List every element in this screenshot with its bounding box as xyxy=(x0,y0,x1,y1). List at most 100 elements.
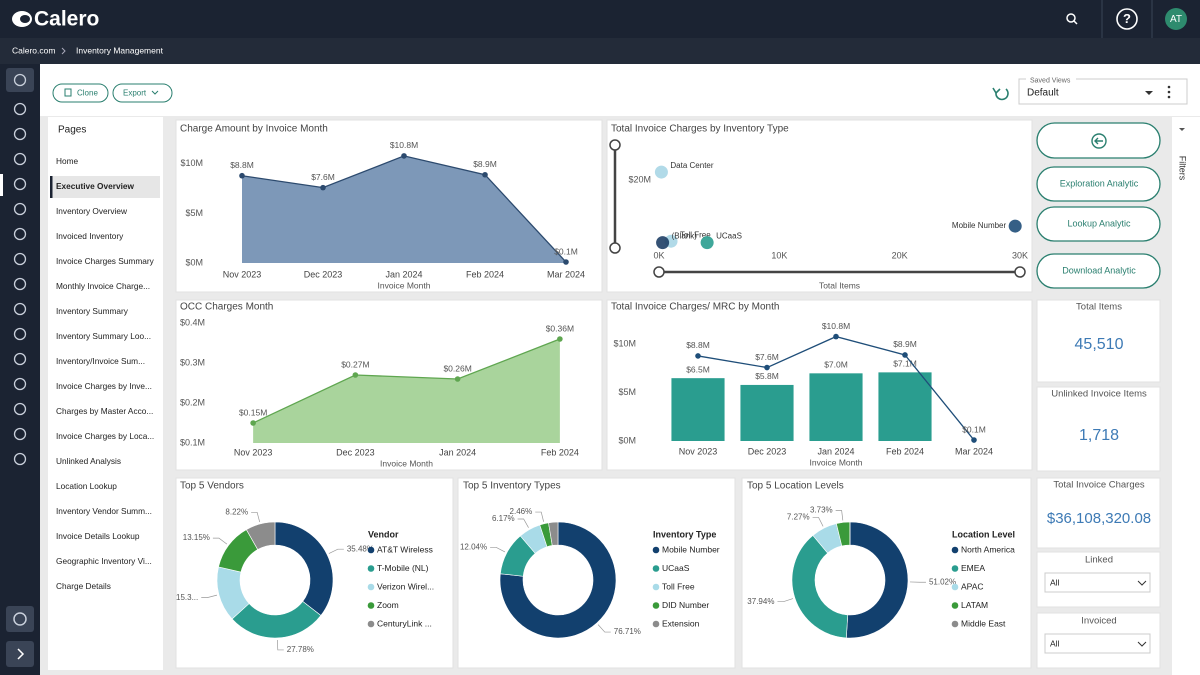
slider-handle[interactable] xyxy=(609,139,621,151)
breadcrumb-bar xyxy=(0,38,1200,64)
leader-line xyxy=(251,511,261,523)
export-button[interactable] xyxy=(112,83,173,103)
breadcrumb-item[interactable]: Calero.com xyxy=(12,45,55,55)
saved-views-label: Saved Views xyxy=(1030,77,1071,84)
kpi-card xyxy=(1036,477,1161,549)
donut-slice xyxy=(245,521,276,550)
slider-handle[interactable] xyxy=(653,266,665,278)
rail-icon[interactable] xyxy=(13,277,27,291)
legend-swatch xyxy=(951,583,959,591)
rail-settings[interactable] xyxy=(6,606,34,632)
page-link[interactable]: Inventory Vendor Summ... xyxy=(56,506,152,516)
logo[interactable]: Calero xyxy=(34,8,99,31)
slicer-dropdown[interactable] xyxy=(1044,572,1151,593)
avatar[interactable] xyxy=(1165,8,1187,30)
data-label: 2.46% xyxy=(510,507,533,516)
export-label: Export xyxy=(123,89,147,98)
rail-icon[interactable] xyxy=(13,252,27,266)
slider-handle[interactable] xyxy=(1014,266,1026,278)
y-tick-label: $10M xyxy=(180,158,203,168)
rail-active xyxy=(0,174,3,196)
legend-title: Vendor xyxy=(368,529,399,539)
scatter-point xyxy=(656,236,670,250)
rail-icon[interactable] xyxy=(13,102,27,116)
page-link[interactable]: Inventory Summary xyxy=(56,306,129,316)
point xyxy=(401,153,407,159)
point-label: (Blank) xyxy=(672,232,698,241)
saved-view-value: Default xyxy=(1027,88,1059,99)
slider-handle[interactable] xyxy=(609,242,621,254)
legend-label: Middle East xyxy=(961,618,1006,628)
help-icon[interactable] xyxy=(1116,8,1138,30)
dropdown-caret xyxy=(1145,91,1153,95)
data-label: 13.15% xyxy=(183,533,210,542)
rail-icon[interactable] xyxy=(13,377,27,391)
rail-icon[interactable] xyxy=(13,227,27,241)
y-tick-label: $0.4M xyxy=(180,317,205,327)
action-button[interactable] xyxy=(1036,206,1161,242)
kpi-title: Total Invoice Charges xyxy=(1053,480,1145,491)
rail-icon[interactable] xyxy=(13,177,27,191)
rail-icon[interactable] xyxy=(13,327,27,341)
page-link[interactable]: Inventory Summary Loo... xyxy=(56,331,151,341)
legend-label: DID Number xyxy=(662,600,709,610)
page-link[interactable]: Home xyxy=(56,156,79,166)
page-link[interactable]: Charges by Master Acco... xyxy=(56,406,153,416)
rail-icon[interactable] xyxy=(13,127,27,141)
page-link[interactable]: Invoice Details Lookup xyxy=(56,531,140,541)
action-label: Exploration Analytic xyxy=(1060,178,1139,188)
page-link[interactable]: Executive Overview xyxy=(56,181,134,191)
legend-swatch xyxy=(652,602,660,609)
filters-pane[interactable] xyxy=(1172,117,1200,675)
page-link[interactable]: Inventory/Invoice Sum... xyxy=(56,356,145,366)
page-link[interactable]: Inventory Overview xyxy=(56,206,128,216)
rail-icon[interactable] xyxy=(13,152,27,166)
point xyxy=(971,437,977,443)
refresh-icon[interactable] xyxy=(995,88,1009,101)
back-arrow xyxy=(1094,137,1103,145)
action-button[interactable] xyxy=(1036,166,1161,202)
page-link[interactable]: Invoice Charges by Loca... xyxy=(56,431,154,441)
expand-chevron xyxy=(17,648,25,660)
point xyxy=(250,420,256,426)
legend-swatch xyxy=(652,583,660,591)
page-link[interactable]: Invoice Charges by Inve... xyxy=(56,381,152,391)
rail-icon[interactable] xyxy=(13,452,27,466)
page-link[interactable]: Charge Details xyxy=(56,581,111,591)
rail-icon[interactable] xyxy=(13,202,27,216)
x-tick-label: Dec 2023 xyxy=(336,447,375,457)
page-link[interactable]: Geographic Inventory Vi... xyxy=(56,556,152,566)
rail-icon[interactable] xyxy=(13,402,27,416)
active-page-bg xyxy=(50,176,160,198)
data-label: $8.8M xyxy=(230,160,254,170)
page-link[interactable]: Unlinked Analysis xyxy=(56,456,121,466)
action-button[interactable] xyxy=(1036,253,1161,289)
filters-label[interactable]: Filters xyxy=(1178,156,1188,181)
data-label: 7.27% xyxy=(787,513,810,522)
page-link[interactable]: Location Lookup xyxy=(56,481,117,491)
search-icon[interactable] xyxy=(1066,13,1076,23)
legend-label: T-Mobile (NL) xyxy=(377,563,429,573)
point xyxy=(833,333,839,340)
rail-icon[interactable] xyxy=(13,352,27,366)
rail-icon[interactable] xyxy=(13,302,27,316)
legend-label: Zoom xyxy=(377,600,399,610)
export-caret xyxy=(151,90,159,95)
point xyxy=(764,364,770,371)
kebab-dot[interactable] xyxy=(1167,85,1171,89)
x-tick-label: Feb 2024 xyxy=(541,447,579,457)
page-link[interactable]: Monthly Invoice Charge... xyxy=(56,281,150,291)
rail-expand[interactable] xyxy=(6,641,34,667)
rail-icon[interactable] xyxy=(13,73,27,87)
rail-icon[interactable] xyxy=(13,427,27,441)
x-axis-title: Invoice Month xyxy=(380,458,433,468)
point-label: Data Center xyxy=(670,161,713,170)
page-link[interactable]: Invoiced Inventory xyxy=(56,231,124,241)
rail-search-bg xyxy=(6,68,34,92)
slicer-dropdown[interactable] xyxy=(1044,633,1151,654)
breadcrumb-item[interactable]: Inventory Management xyxy=(76,45,164,55)
page-link[interactable]: Invoice Charges Summary xyxy=(56,256,155,266)
data-label: $0.1M xyxy=(962,424,986,434)
